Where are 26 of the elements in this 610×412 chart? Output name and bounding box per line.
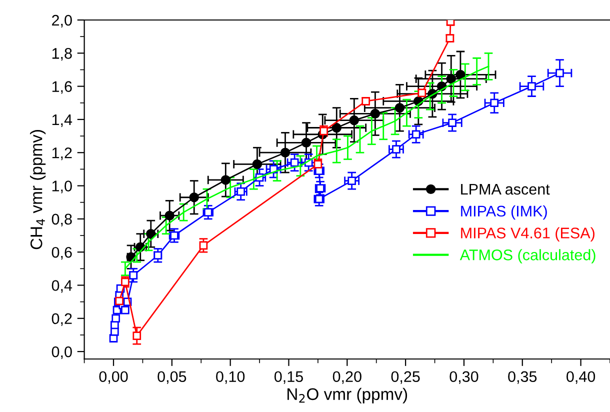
x-tick-label: 0,05	[158, 371, 186, 384]
legend-label: LPMA ascent	[461, 184, 550, 195]
y-tick-label: 1,2	[52, 147, 72, 160]
y-tick-label: 0,6	[52, 246, 72, 260]
y-tick-label: 0,8	[52, 214, 72, 226]
y-tick-label: 1,6	[52, 81, 72, 94]
y-tick-label: 1,8	[52, 48, 72, 61]
y-tick-label: 1,0	[52, 180, 72, 194]
y-tick-label: 0,0	[52, 346, 72, 360]
y-tick-label: 2,0	[52, 14, 72, 28]
x-axis-title: N$_{2}$O vmr (ppmv)	[288, 388, 408, 404]
x-tick-label: 0,25	[391, 371, 420, 384]
x-tick-label: 0,40	[566, 371, 596, 384]
y-tick-label: 0,4	[52, 280, 72, 293]
y-axis-title: CH$_{4}$ vmr (ppmv)	[30, 130, 46, 250]
y-tick-label: 0,2	[52, 313, 72, 326]
legend-label: MIPAS V4.61 (ESA)	[461, 227, 594, 242]
x-tick-label: 0,10	[216, 371, 245, 384]
x-tick-label: 0,30	[450, 371, 478, 384]
x-tick-label: 0,35	[508, 371, 537, 384]
legend-label: MIPAS (IMK)	[461, 205, 547, 220]
x-tick-label: 0,20	[332, 371, 362, 384]
y-tick-label: 1,4	[52, 114, 72, 127]
x-tick-label: 0,00	[99, 371, 128, 384]
x-tick-label: 0,15	[274, 371, 303, 384]
legend-label: ATMOS (calculated)	[460, 249, 596, 264]
